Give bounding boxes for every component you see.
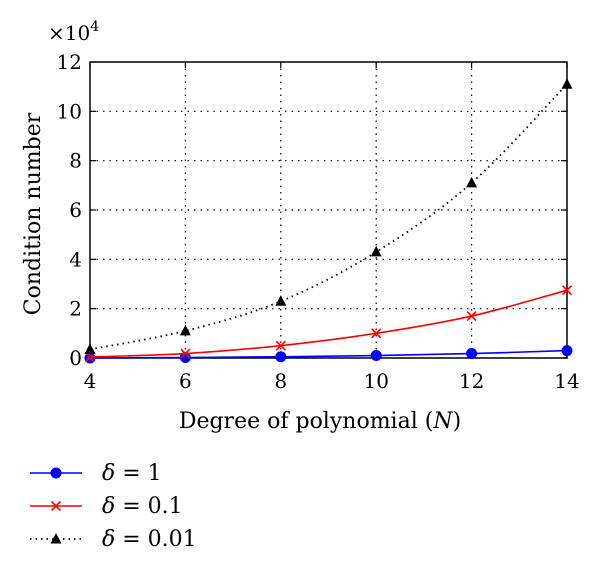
legend-value: = 0.01: [115, 527, 196, 552]
legend-entry-1: δ = 1: [30, 461, 162, 486]
x-axis-label-variable: N: [432, 409, 453, 434]
x-tick-label: 6: [179, 369, 192, 393]
y-tick-label: 8: [69, 149, 82, 173]
grid: [90, 62, 567, 358]
legend-label: δ = 0.1: [102, 494, 183, 519]
x-axis-label: Degree of polynomial (N): [179, 409, 461, 434]
x-tick-label: 10: [363, 369, 388, 393]
y-tick-label: 0: [69, 346, 82, 370]
data-point: [371, 328, 382, 339]
data-point: [561, 285, 573, 296]
legend-entry-2: δ = 0.1: [30, 494, 183, 519]
x-axis-label-close: ): [453, 409, 462, 434]
legend-entry-3: δ = 0.01: [30, 527, 197, 552]
data-point: [275, 295, 287, 306]
legend-label: δ = 0.01: [102, 527, 197, 552]
legend-symbol: δ: [102, 527, 115, 552]
data-point: [466, 176, 478, 188]
y-tick-label: 12: [57, 50, 82, 74]
data-point: [84, 343, 96, 354]
x-marker-stroke: [84, 351, 96, 363]
series-3: [84, 78, 573, 354]
data-point: [466, 348, 478, 360]
legend-value: = 0.1: [115, 494, 182, 519]
legend-marker: [50, 500, 62, 512]
data-point: [370, 245, 382, 257]
y-multiplier-exponent: 4: [90, 19, 99, 35]
series-layer: [84, 78, 573, 364]
x-axis-label-text: Degree of polynomial (: [179, 409, 434, 434]
legend-symbol: δ: [102, 461, 115, 486]
legend-symbol: δ: [102, 494, 115, 519]
series-2: [84, 285, 573, 363]
data-point: [561, 78, 573, 89]
x-marker-stroke: [371, 328, 382, 339]
y-tick-label: 2: [69, 297, 82, 321]
data-point: [561, 345, 573, 357]
legend: δ = 1δ = 0.1δ = 0.01: [30, 461, 197, 552]
data-point: [180, 348, 191, 359]
legend-label: δ = 1: [102, 461, 162, 486]
legend-marker: [50, 467, 62, 479]
y-axis-label: Condition number: [21, 112, 46, 315]
legend-marker: [50, 533, 62, 544]
x-marker-stroke: [50, 500, 62, 512]
x-marker-stroke: [466, 311, 477, 322]
data-point: [179, 324, 191, 336]
data-point: [370, 350, 382, 362]
x-marker-stroke: [561, 285, 573, 296]
y-tick-label: 4: [69, 247, 82, 271]
legend-value: = 1: [115, 461, 161, 486]
x-tick-label: 12: [459, 369, 484, 393]
data-point: [466, 311, 477, 322]
x-marker-stroke: [275, 340, 286, 351]
x-tick-label: 14: [554, 369, 579, 393]
x-tick-label: 8: [274, 369, 287, 393]
series-line: [89, 289, 568, 358]
data-point: [84, 351, 96, 363]
series-line: [89, 349, 568, 359]
ticks: 4 6 8 10 12 14 0 2 4 6 8 10 12: [57, 50, 580, 393]
y-tick-label: 6: [69, 198, 82, 222]
y-tick-label: 10: [57, 99, 82, 123]
data-point: [275, 340, 286, 351]
series-line: [89, 83, 568, 351]
data-point: [275, 351, 287, 363]
y-multiplier-base: ×10: [48, 21, 90, 45]
x-tick-label: 4: [84, 369, 97, 393]
x-marker-stroke: [180, 348, 191, 359]
y-multiplier-label: ×104: [48, 19, 99, 45]
